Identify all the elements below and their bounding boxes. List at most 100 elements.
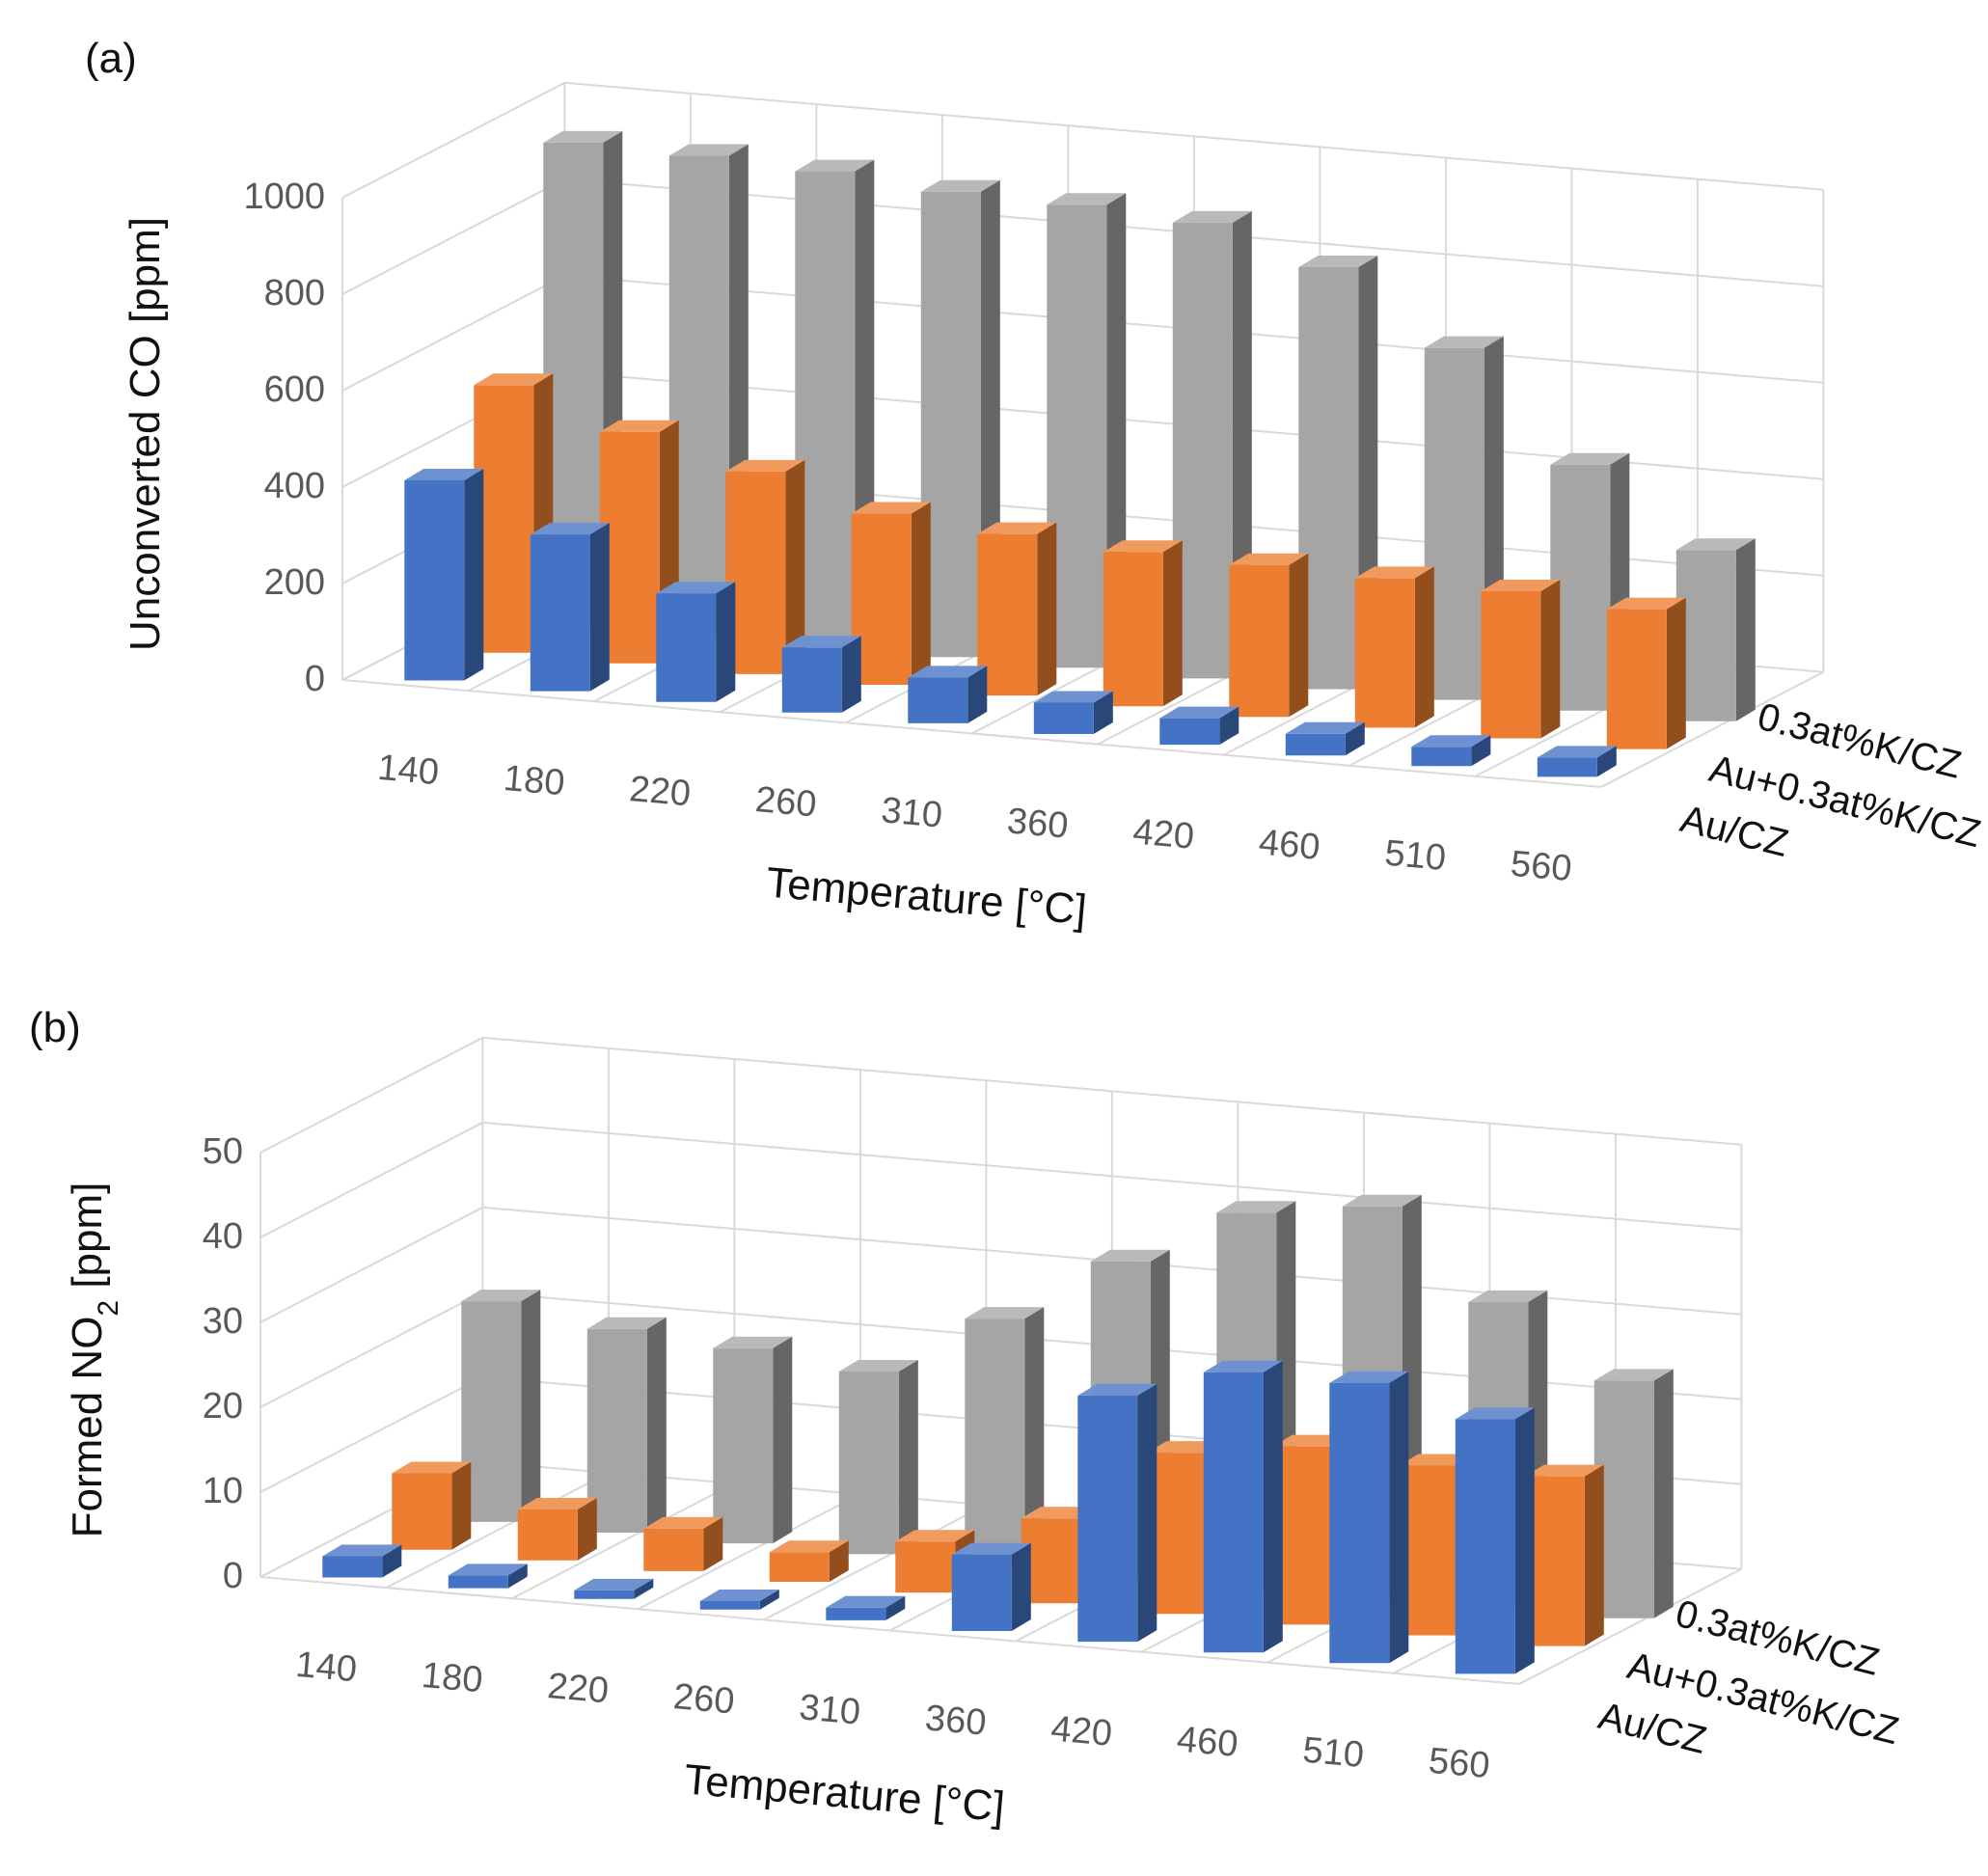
bar-front <box>895 1541 956 1593</box>
bar-front <box>908 677 968 723</box>
bar-top <box>1047 193 1127 205</box>
y-tick-label: 0 <box>223 1556 243 1596</box>
bar-top <box>643 1516 723 1529</box>
bar-side <box>464 469 484 681</box>
bar-top <box>1411 735 1491 748</box>
bar-top <box>461 1290 541 1302</box>
bar-side <box>1137 1383 1157 1643</box>
bar-front <box>574 1590 635 1599</box>
bar-front <box>1606 609 1667 749</box>
bar-top <box>1203 1360 1283 1373</box>
x-axis-title: Temperature [°C] <box>682 1755 1006 1831</box>
bar-top <box>1468 1290 1548 1302</box>
bar-front <box>826 1607 886 1620</box>
bar-top <box>668 144 749 156</box>
bar-side <box>759 1590 779 1610</box>
bar-top <box>713 1336 793 1348</box>
bar-front <box>1272 1446 1333 1625</box>
bar-top <box>1550 452 1630 465</box>
bar-top <box>322 1544 402 1557</box>
bar-top <box>1455 1407 1535 1420</box>
bar-top <box>1593 1369 1674 1381</box>
bar-front <box>1354 578 1415 728</box>
bar-side <box>773 1336 793 1544</box>
bar-side <box>911 502 931 685</box>
bar <box>1329 1371 1409 1664</box>
y-tick-label: 40 <box>203 1216 243 1257</box>
bar-side <box>1666 597 1686 749</box>
y-tick-label: 600 <box>264 369 325 410</box>
series-Au/CZ <box>322 1360 1535 1674</box>
bar-top <box>895 1530 975 1542</box>
y-axis-title: Unconverted CO [ppm] <box>122 217 169 651</box>
bar-top <box>474 373 554 386</box>
gridline-floor <box>1600 670 1824 788</box>
bar-top <box>699 1590 779 1601</box>
bar-top <box>517 1498 597 1509</box>
bar <box>461 1290 541 1522</box>
bar <box>643 1516 723 1571</box>
bar-top <box>781 636 861 648</box>
bar-front <box>1172 222 1233 679</box>
bar <box>1159 706 1239 746</box>
bar-side <box>1345 721 1365 756</box>
bar-top <box>965 1307 1045 1319</box>
x-tick-label: 260 <box>753 779 818 825</box>
bar <box>1455 1407 1535 1674</box>
bar-front <box>781 647 842 713</box>
bar-front <box>769 1552 830 1582</box>
bar-top <box>392 1461 472 1474</box>
bar-side <box>1289 553 1309 718</box>
bar <box>699 1590 779 1610</box>
bar-top <box>1285 721 1365 734</box>
series-Au+0.3at%K/CZ <box>474 373 1686 749</box>
bar-side <box>1093 691 1113 734</box>
bar-front <box>1593 1380 1654 1618</box>
bar-side <box>1596 746 1617 777</box>
bar <box>908 666 988 723</box>
gridline-floor <box>638 1493 861 1611</box>
bar-front <box>1424 347 1484 700</box>
bar-front <box>977 533 1038 696</box>
bar-front <box>599 431 660 664</box>
x-axis-title: Temperature [°C] <box>764 858 1088 934</box>
bar-front <box>474 385 534 653</box>
bar-front <box>699 1601 760 1610</box>
y-tick-label: 1000 <box>243 177 325 217</box>
bar <box>1033 691 1113 734</box>
gridline-floor <box>763 1504 987 1621</box>
bar-front <box>838 1372 899 1555</box>
bar-front <box>404 480 465 681</box>
bar <box>769 1540 849 1582</box>
bar-top <box>769 1540 849 1553</box>
bar <box>1537 746 1617 777</box>
bar-front <box>1675 550 1736 721</box>
y-axis-title-main: Formed NO <box>64 1317 111 1538</box>
panel-1: (a) 0 200 400 600 800 1000 Unconverted CO [ppm]… <box>85 35 1985 934</box>
bar-top <box>1077 1383 1157 1396</box>
bar-side <box>1162 540 1183 707</box>
bar <box>713 1336 793 1544</box>
bar-side <box>1653 1369 1674 1618</box>
bar-front <box>1033 702 1094 734</box>
bar-front <box>586 1328 647 1533</box>
bar-side <box>589 523 610 692</box>
bar-side <box>451 1461 472 1550</box>
bar <box>1229 553 1309 718</box>
bar-side <box>382 1544 402 1578</box>
bar-front <box>1229 564 1290 718</box>
bar-front <box>656 593 717 702</box>
bar-top <box>851 502 931 514</box>
y-axis-title-suffix: [ppm] <box>64 1183 111 1300</box>
bar-side <box>898 1360 918 1555</box>
gridline-h <box>341 81 1824 199</box>
bar-front <box>1537 757 1597 777</box>
bar-top <box>1606 597 1686 610</box>
gridline-floor <box>386 1472 610 1589</box>
x-tick-label: 360 <box>923 1698 988 1743</box>
bar-top <box>1342 1194 1422 1207</box>
bar <box>1593 1369 1674 1618</box>
bar <box>725 459 805 674</box>
bar-front <box>1411 747 1472 767</box>
bar-front <box>543 142 604 625</box>
